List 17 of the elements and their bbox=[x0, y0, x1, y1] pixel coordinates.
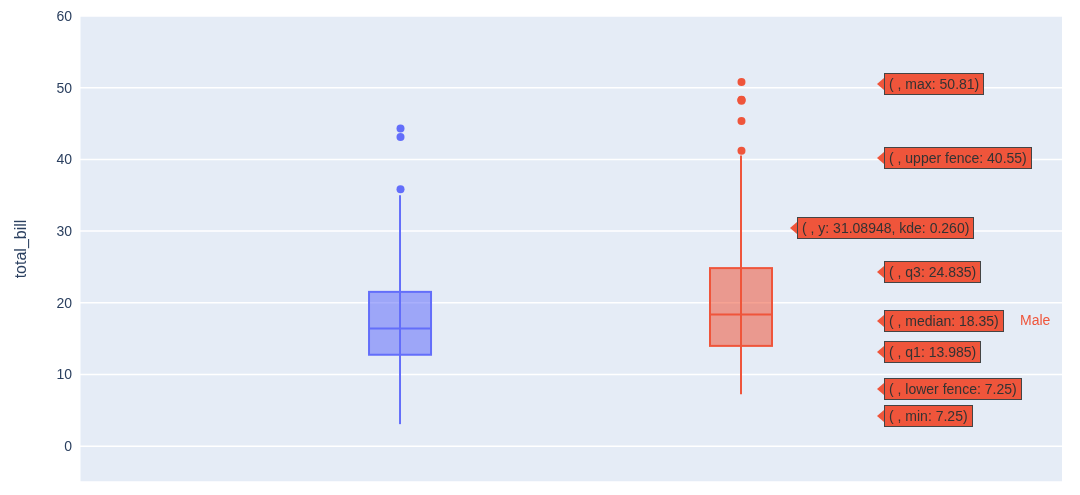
callout: ( , median: 18.35) bbox=[877, 310, 1004, 332]
text: Male bbox=[1020, 312, 1051, 328]
y-axis-title: total_bill bbox=[11, 219, 30, 279]
y-tick-label: 10 bbox=[56, 366, 73, 383]
callout: ( , lower fence: 7.25) bbox=[877, 378, 1022, 400]
callout: ( , upper fence: 40.55) bbox=[877, 147, 1032, 169]
y-tick-label: 60 bbox=[56, 7, 73, 24]
y-tick-label: 30 bbox=[56, 223, 73, 240]
y-tick-label: 40 bbox=[56, 151, 73, 168]
callout: ( , y: 31.08948, kde: 0.260) bbox=[790, 217, 975, 239]
callout: ( , q1: 13.985) bbox=[877, 341, 982, 363]
y-tick-label: 20 bbox=[56, 294, 73, 311]
callout: ( , max: 50.81) bbox=[877, 73, 985, 95]
callout: ( , q3: 24.835) bbox=[877, 261, 982, 283]
y-tick-label: 50 bbox=[56, 79, 73, 96]
callout: ( , min: 7.25) bbox=[877, 405, 973, 427]
y-tick-label: 0 bbox=[64, 438, 73, 455]
